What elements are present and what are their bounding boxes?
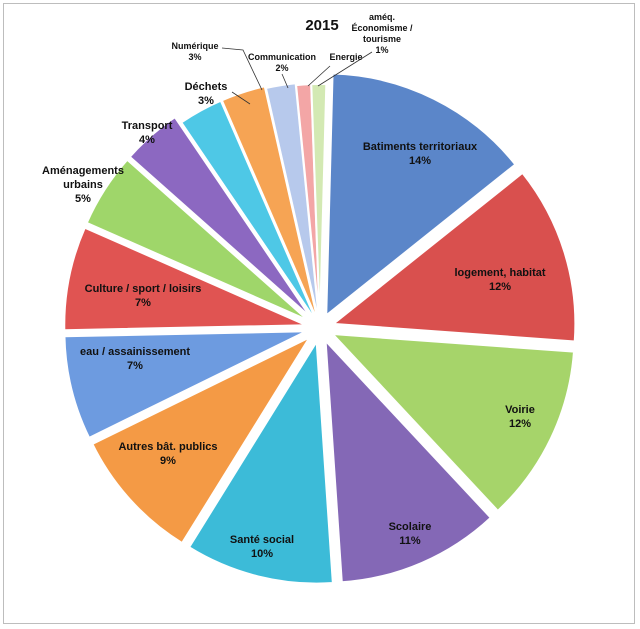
leader-line-13 (281, 73, 289, 89)
pie-slice-2 (330, 171, 577, 343)
pie-slice-13 (264, 82, 321, 325)
chart-title: 2015 (305, 17, 338, 34)
pie-slice-5 (187, 338, 334, 585)
slice-label-15: améq. Économisme / tourisme 1% (351, 12, 413, 55)
slice-label-14: Energie (329, 52, 362, 62)
pie-slice-10 (128, 115, 312, 319)
slice-label-12: Numérique 3% (171, 41, 218, 62)
pie-slice-8 (63, 226, 307, 332)
slice-label-3: Voirie 12% (505, 404, 535, 430)
slice-label-6: Autres bât. publics 9% (118, 441, 217, 467)
slice-label-13: Communication 2% (248, 52, 316, 73)
slice-label-7: eau / assainissement 7% (80, 346, 190, 372)
slice-label-4: Scolaire 11% (389, 521, 432, 547)
leader-line-15 (317, 51, 373, 87)
pie-slice-4 (324, 338, 493, 584)
slice-label-5: Santé social 10% (230, 534, 294, 560)
pie-slice-15 (310, 83, 328, 327)
pie-slice-9 (85, 158, 309, 322)
pie-slice-11 (179, 99, 319, 324)
leader-line-11 (231, 91, 251, 105)
slice-label-8: Culture / sport / loisirs 7% (85, 283, 202, 309)
pie-slice-6 (91, 334, 313, 545)
pie-slice-3 (330, 332, 576, 513)
slice-label-10: Transport 4% (122, 120, 173, 146)
slice-label-1: Batiments territoriaux 14% (363, 141, 478, 167)
pie-slice-7 (63, 330, 307, 440)
leader-line-12 (221, 47, 263, 91)
slice-label-11: Déchets 3% (185, 81, 228, 107)
pie-slice-1 (325, 72, 517, 318)
pie-slice-12 (220, 85, 320, 323)
leader-line-14 (307, 65, 331, 87)
slice-label-2: logement, habitat 12% (454, 267, 545, 293)
slice-label-9: Aménagements urbains 5% (42, 165, 124, 205)
